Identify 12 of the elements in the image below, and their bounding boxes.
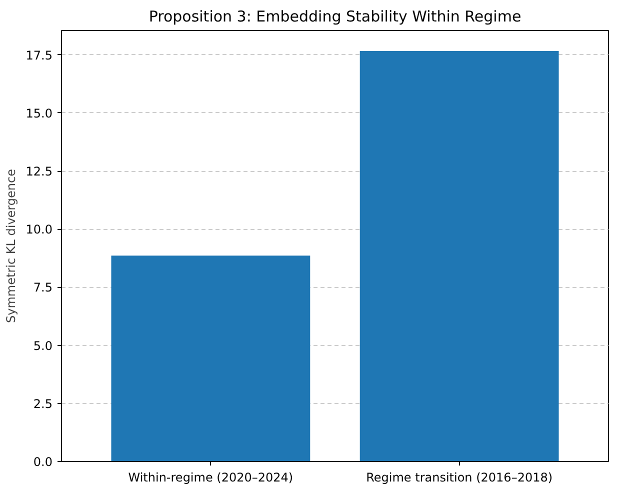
y-tick-label: 0.0 [33,455,53,469]
y-tick-label: 17.5 [26,48,52,62]
y-tick-label: 7.5 [33,280,53,295]
y-tick-label: 10.0 [26,222,52,237]
y-axis-title: Symmetric KL divergence [4,169,18,323]
y-tick-label: 2.5 [33,396,53,411]
y-tick-label: 12.5 [26,164,52,179]
x-tick-label: Regime transition (2016–2018) [366,470,553,484]
y-tick-label: 5.0 [33,338,53,353]
chart-title: Proposition 3: Embedding Stability Within Regime [148,8,522,26]
x-tick-label: Within-regime (2020–2024) [128,470,294,484]
y-tick-label: 15.0 [26,106,52,120]
